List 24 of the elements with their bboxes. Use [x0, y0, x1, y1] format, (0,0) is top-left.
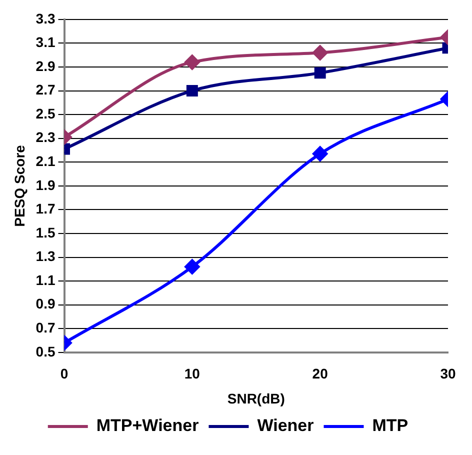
- y-tick-label: 1.7: [36, 200, 56, 217]
- y-tick-label: 3.3: [36, 10, 56, 26]
- y-tick-label: 2.5: [36, 105, 56, 122]
- y-tick-label: 0.7: [36, 319, 56, 336]
- y-tick-label: 0.5: [36, 343, 56, 360]
- y-tick-label: 2.1: [36, 152, 56, 169]
- y-tick-label: 3.1: [36, 34, 56, 50]
- y-tick-label: 1.1: [36, 272, 56, 288]
- y-tick-label: 1.3: [36, 248, 56, 264]
- y-tick-label: 0.9: [36, 296, 56, 312]
- y-tick-label: 2.9: [36, 58, 56, 74]
- y-axis-title: PESQ Score: [11, 144, 28, 227]
- legend-label: MTP+Wiener: [96, 416, 200, 436]
- legend-label: Wiener: [257, 416, 314, 436]
- x-axis-title: SNR(dB): [227, 390, 285, 406]
- x-tick-label: 20: [312, 366, 328, 382]
- y-tick-label: 1.5: [36, 224, 56, 240]
- y-tick-label: 2.7: [36, 82, 56, 98]
- x-tick-label: 0: [60, 366, 68, 382]
- x-tick-label: 10: [184, 366, 200, 382]
- x-tick-label: 30: [440, 366, 456, 382]
- y-tick-label: 2.3: [36, 129, 56, 146]
- legend-label: MTP: [372, 416, 408, 436]
- y-tick-label: 1.9: [36, 176, 56, 193]
